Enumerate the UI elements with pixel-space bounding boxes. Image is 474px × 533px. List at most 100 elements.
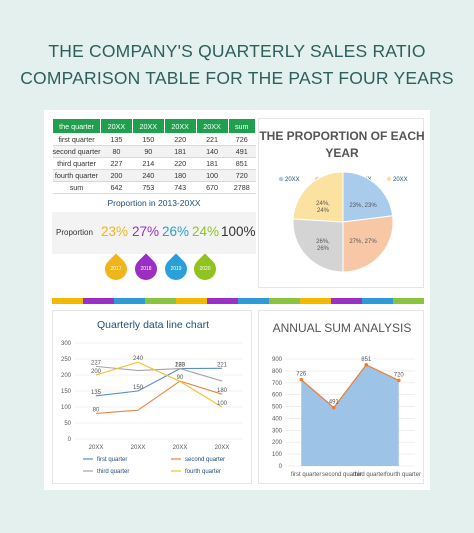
line-data-label: 221 [217,362,228,368]
table-cell: second quarter [52,145,101,158]
pie-legend-marker [278,176,284,182]
table-cell: 200 [100,169,133,182]
area-chart-title: ANNUAL SUM ANALYSIS [272,321,412,335]
line-chart-title: Quarterly data line chart [96,319,210,331]
table-cell: 180 [164,169,197,182]
area-data-label: 851 [361,357,372,363]
pie-slice [342,171,394,223]
table-cell: 221 [196,133,228,146]
area-x-tick-label: third quarter [353,472,385,478]
proportion-percent-4: 24% [192,224,220,239]
area-panel: ANNUAL SUM ANALYSIS 0 100 200 300 400 500 600 7… [258,310,424,484]
pie-data-label-line: 26%, [316,239,330,245]
proportion-row: Proportion 23% 27% 26% 24% 100% [52,212,256,254]
table-header-cell: 20XX [131,118,165,134]
proportion-title: Proportion in 2013-20XX [107,198,201,208]
line-chart: 0 50 100 150 200 250 300 20XX 20XX 20XX 20XX 135 150… [61,341,243,475]
page-title-line-2: COMPARISON TABLE FOR THE PAST FOUR YEARS [20,68,454,88]
line-data-label: 80 [93,407,100,413]
line-y-tick-label: 0 [68,437,72,443]
table-header-row: the quarter 20XX 20XX 20XX 20XX sum [52,118,256,134]
area-y-tick-label: 800 [272,369,283,375]
band-segment [176,298,207,304]
line-y-tick-label: 200 [61,373,72,379]
line-data-label: 240 [133,356,144,362]
line-legend-label: third quarter [97,469,129,475]
pie-legend-label: 20XX [285,177,300,183]
table-cell: 214 [132,157,165,170]
area-y-tick-label: 900 [272,357,283,363]
line-y-tick-label: 50 [64,421,71,427]
proportion-percent-2: 27% [132,224,160,239]
pie-legend-marker [386,176,392,182]
pie-panel: THE PROPORTION OF EACH YEAR 20XX20XX20XX… [258,118,425,288]
line-x-tick-label: 20XX [215,445,230,451]
area-chart: 0 100 200 300 400 500 600 700 800 900 726 491 851 720… [272,357,421,478]
table-header-cell: 20XX [163,118,197,134]
band-segment [83,298,114,304]
table-cell: 220 [164,133,197,146]
area-point [331,405,336,410]
table-cell: third quarter [52,157,101,170]
drop-year-label: 2018 [140,266,152,272]
table-row: sum 642 753 743 670 2788 [52,181,256,194]
pie-data-label: 27%, 27% [349,239,377,245]
table-cell: 240 [132,169,165,182]
dashboard-card: the quarter 20XX 20XX 20XX 20XX sum first qua… [44,110,430,490]
drop-year-label: 2019 [170,266,182,272]
area-y-tick-label: 100 [272,452,283,458]
table-cell: 851 [228,157,256,170]
line-legend-label: fourth quarter [185,469,221,475]
area-y-tick-label: 300 [272,428,283,434]
band-segment [207,298,238,304]
line-y-tick-label: 150 [61,389,72,395]
line-data-label: 100 [217,401,228,407]
table-cell: 720 [228,169,256,182]
area-point [299,377,304,382]
table-cell: 491 [228,145,256,158]
area-fill [301,364,399,466]
line-data-label: 90 [177,375,184,381]
table-cell: 150 [132,133,165,146]
area-y-tick-label: 700 [272,381,283,387]
table-cell: 670 [196,181,228,194]
area-x-tick-label: fourth quarter [385,472,421,478]
table-cell: 100 [196,169,228,182]
table-cell: first quarter [52,133,101,146]
pie-data-label: 24%, 24% [316,201,330,214]
table-cell: 753 [132,181,165,194]
table-cell: 642 [100,181,133,194]
table-body: first quarter 135 150 220 221 726 second quart… [52,133,256,194]
band-segment [269,298,300,304]
table-cell: 743 [164,181,197,194]
table-cell: 90 [132,145,165,158]
pie-data-label-line: 24% [317,208,330,214]
proportion-total: 100% [221,224,256,239]
area-y-tick-label: 0 [279,464,283,470]
pie-slice [342,215,394,273]
line-y-tick-label: 300 [61,341,72,347]
proportion-percent-3: 26% [162,224,190,239]
table-cell: 80 [100,145,133,158]
pie-data-label: 23%, 23% [349,203,377,209]
line-x-tick-label: 20XX [173,445,188,451]
table-header-cell: 20XX [195,118,229,134]
line-y-tick-label: 100 [61,405,72,411]
pie-title: THE PROPORTION OF EACH YEAR [259,129,425,160]
band-segment [331,298,362,304]
area-y-tick-label: 500 [272,405,283,411]
band-segment [114,298,145,304]
line-data-label: 183 [175,363,186,369]
area-x-tick-label: second quarter [322,472,362,478]
line-legend-label: second quarter [185,457,225,463]
area-data-label: 726 [296,372,307,378]
line-series [95,367,223,397]
color-band [52,298,424,304]
area-data-label: 491 [329,400,340,406]
table-header-cell: sum [227,118,256,134]
pie-data-label: 26%, 26% [316,239,330,252]
table-cell: 227 [100,157,133,170]
band-segment [393,298,424,304]
pie-slice [292,171,344,223]
table-row: fourth quarter 200 240 180 100 720 [52,169,256,182]
